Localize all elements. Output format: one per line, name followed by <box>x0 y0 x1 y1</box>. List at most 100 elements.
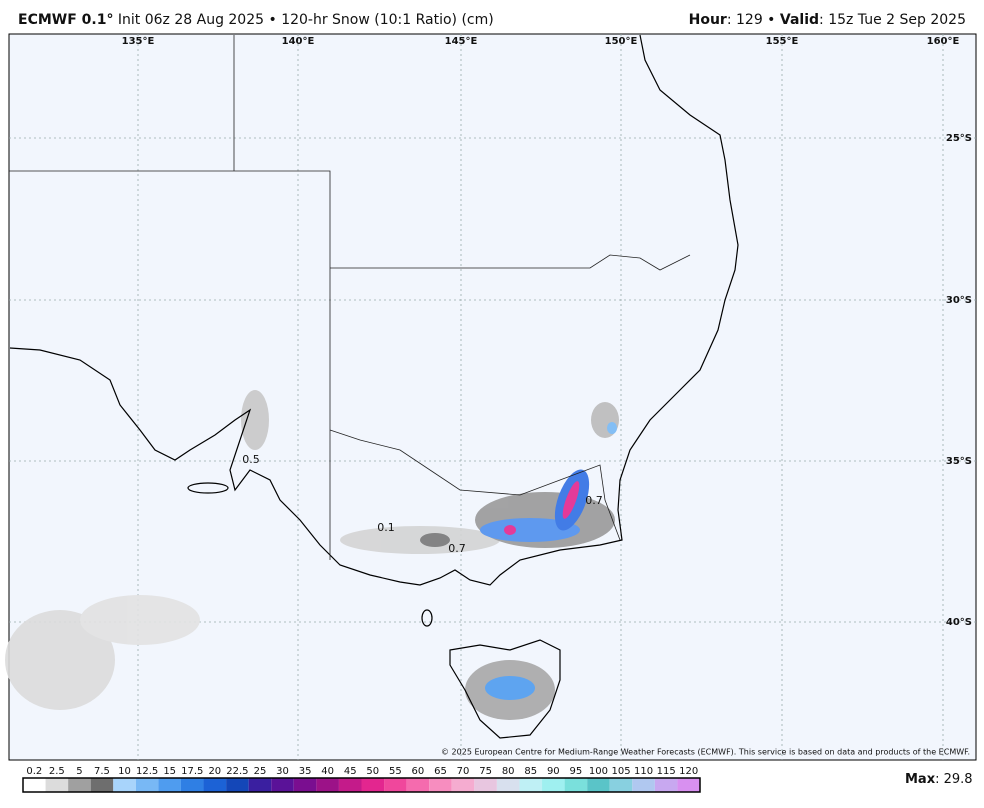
colorbar-label: 85 <box>524 766 537 777</box>
color-swatch <box>632 778 655 792</box>
colorbar-label: 105 <box>611 766 630 777</box>
color-swatch <box>23 778 46 792</box>
colorbar-label: 10 <box>118 766 131 777</box>
snow-area <box>607 422 617 434</box>
colorbar-label: 25 <box>254 766 267 777</box>
lon-label: 145°E <box>445 36 478 47</box>
color-swatch <box>248 778 272 792</box>
colorbar-label: 100 <box>589 766 608 777</box>
colorbar-label: 30 <box>276 766 289 777</box>
point-label: 0.5 <box>242 453 260 466</box>
colorbar-label: 20 <box>208 766 221 777</box>
copyright: © 2025 European Centre for Medium-Range … <box>441 748 970 757</box>
snow-area <box>562 481 580 519</box>
color-swatch <box>564 778 588 792</box>
snow-area <box>5 610 115 710</box>
color-swatch <box>135 778 159 792</box>
lon-label: 160°E <box>927 36 960 47</box>
colorbar: 0.2 2.5 5 7.5 10 12.5 15 17.5 20 22.5 25 30 35 40 45 50… <box>22 766 701 793</box>
lon-label: 150°E <box>605 36 638 47</box>
max-label: Max <box>905 772 936 787</box>
hour-label: Hour <box>689 12 727 28</box>
snow-area <box>420 533 450 547</box>
color-swatch <box>68 778 91 792</box>
max-readout: Max: 29.8 <box>905 772 973 787</box>
color-swatch <box>180 778 204 792</box>
valid-text: : 15z Tue 2 Sep 2025 <box>819 12 966 28</box>
colorbar-label: 95 <box>570 766 583 777</box>
point-label: 0.7 <box>448 542 466 555</box>
colorbar-label: 7.5 <box>94 766 110 777</box>
coastline <box>9 34 739 586</box>
color-swatch <box>203 778 227 792</box>
colorbar-label: 110 <box>634 766 653 777</box>
lon-label: 135°E <box>122 36 155 47</box>
colorbar-label: 50 <box>366 766 379 777</box>
lat-label: 40°S <box>946 617 972 628</box>
color-swatch <box>293 778 317 792</box>
run-info: Init 06z 28 Aug 2025 • 120-hr Snow (10:1… <box>118 12 494 28</box>
colorbar-label: 45 <box>344 766 357 777</box>
lon-label: 155°E <box>766 36 799 47</box>
color-swatch <box>677 778 700 792</box>
hour-text: : 129 • <box>727 12 780 28</box>
color-swatch <box>609 778 633 792</box>
color-swatch <box>451 778 475 792</box>
lat-label: 30°S <box>946 295 972 306</box>
color-swatch <box>316 778 339 792</box>
colorbar-label: 22.5 <box>226 766 248 777</box>
snow-area <box>485 676 535 700</box>
color-swatch <box>587 778 610 792</box>
colorbar-label: 55 <box>389 766 402 777</box>
color-swatch <box>542 778 565 792</box>
colorbar-label: 60 <box>412 766 425 777</box>
snow-area <box>504 525 516 535</box>
model: ECMWF 0.1° <box>18 12 113 28</box>
color-swatch <box>90 778 114 792</box>
color-swatch <box>271 778 294 792</box>
tasmania <box>449 639 561 739</box>
valid-label: Valid <box>780 12 819 28</box>
colorbar-label: 65 <box>434 766 447 777</box>
colorbar-label: 17.5 <box>181 766 203 777</box>
color-swatch <box>338 778 362 792</box>
color-swatch <box>519 778 543 792</box>
color-swatch <box>406 778 430 792</box>
colorbar-label: 5 <box>76 766 82 777</box>
map: 135°E 140°E 145°E 150°E 155°E 160°E 25°S 30°S 35… <box>5 33 977 761</box>
point-label: 0.7 <box>585 494 603 507</box>
point-label: 0.1 <box>377 521 395 534</box>
state-borders <box>9 35 691 560</box>
colorbar-label: 120 <box>679 766 698 777</box>
colorbar-label: 2.5 <box>49 766 65 777</box>
colorbar-label: 70 <box>457 766 470 777</box>
color-swatch <box>226 778 249 792</box>
color-swatch <box>384 778 407 792</box>
map-labels: 135°E 140°E 145°E 150°E 155°E 160°E 25°S 30°S 35… <box>122 36 972 757</box>
lon-label: 140°E <box>282 36 315 47</box>
color-swatch <box>429 778 452 792</box>
color-swatch <box>361 778 385 792</box>
colorbar-label: 90 <box>547 766 560 777</box>
color-swatch <box>45 778 69 792</box>
header-left: ECMWF 0.1° Init 06z 28 Aug 2025 • 120-hr… <box>18 12 494 28</box>
kangaroo-island <box>187 482 229 494</box>
color-swatch <box>654 778 678 792</box>
colorbar-label: 15 <box>163 766 176 777</box>
colorbar-label: 80 <box>502 766 515 777</box>
snow-area <box>241 390 269 450</box>
color-swatch <box>113 778 136 792</box>
color-swatch <box>474 778 497 792</box>
colorbar-label: 75 <box>479 766 492 777</box>
colorbar-label: 0.2 <box>26 766 42 777</box>
colorbar-frame <box>22 777 701 793</box>
colorbar-label: 35 <box>299 766 312 777</box>
snow-shading <box>5 390 619 720</box>
color-swatch <box>496 778 520 792</box>
colorbar-label: 115 <box>657 766 676 777</box>
snow-area <box>80 595 200 645</box>
colorbar-label: 40 <box>321 766 334 777</box>
snow-area <box>480 518 580 542</box>
header-right: Hour: 129 • Valid: 15z Tue 2 Sep 2025 <box>689 12 966 28</box>
